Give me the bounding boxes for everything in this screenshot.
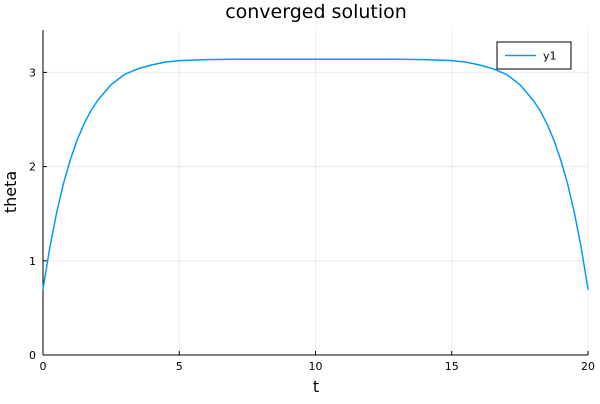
- tick-labels: 0 5 10 15 20 0 1 2 3: [29, 66, 595, 373]
- x-tick-label-2: 10: [309, 360, 323, 373]
- x-tick-label-1: 5: [176, 360, 183, 373]
- legend-label: y1: [543, 50, 557, 63]
- y-tick-label-2: 2: [29, 161, 36, 174]
- chart-title: converged solution: [225, 1, 407, 23]
- y-axis-label: theta: [1, 171, 20, 213]
- x-tick-label-0: 0: [40, 360, 47, 373]
- y-tick-label-0: 0: [29, 349, 36, 362]
- series-layer: [42, 58, 589, 290]
- x-axis-label: t: [313, 377, 319, 396]
- y-tick-label-1: 1: [29, 255, 36, 268]
- legend: y1: [496, 41, 572, 70]
- series-line-0: [42, 58, 589, 290]
- axes: [42, 30, 589, 356]
- y-tick-label-3: 3: [29, 66, 36, 79]
- x-tick-label-4: 20: [581, 360, 595, 373]
- x-tick-label-3: 15: [445, 360, 459, 373]
